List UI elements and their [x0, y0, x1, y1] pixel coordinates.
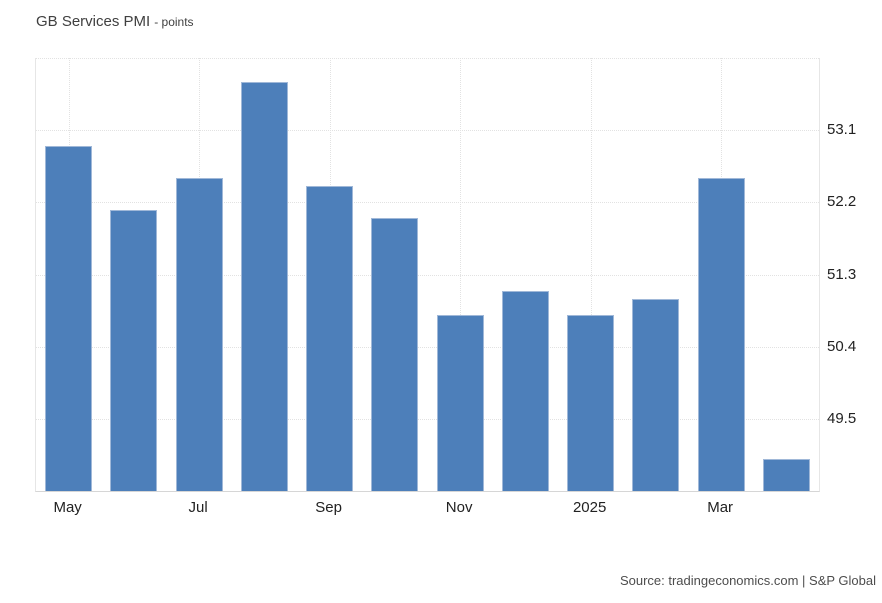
y-tick-label: 49.5 — [827, 409, 857, 427]
bar-Dec[interactable] — [501, 290, 549, 491]
y-tick-label: 50.4 — [827, 337, 857, 355]
bar-Apr[interactable] — [762, 458, 810, 491]
y-tick-label: 52.2 — [827, 193, 857, 211]
plot-area — [35, 58, 820, 492]
y-tick-label: 51.3 — [827, 265, 857, 283]
bar-Jul[interactable] — [175, 178, 223, 491]
bar-Oct[interactable] — [371, 218, 419, 491]
bar-Sep[interactable] — [306, 186, 354, 491]
x-tick-label: Sep — [315, 499, 342, 516]
gridline-horizontal — [36, 130, 819, 132]
gridline-vertical — [460, 58, 462, 491]
x-tick-label: 2025 — [572, 499, 607, 516]
gridline-horizontal — [36, 202, 819, 204]
source-credit: Source: tradingeconomics.com | S&P Globa… — [619, 573, 876, 588]
gridline-horizontal — [36, 274, 819, 276]
x-tick-label: Nov — [445, 499, 473, 516]
chart-title-text: GB Services PMI — [36, 13, 151, 30]
x-tick-label: May — [53, 499, 82, 516]
bar-Aug[interactable] — [240, 82, 288, 491]
bar-Mar[interactable] — [697, 178, 745, 491]
chart-title: GB Services PMI - points — [36, 12, 194, 32]
bar-May[interactable] — [45, 146, 93, 491]
gridline-horizontal — [36, 418, 819, 420]
gridline-vertical — [590, 58, 592, 491]
bar-Jan[interactable] — [567, 314, 615, 491]
y-tick-label: 53.1 — [827, 121, 857, 139]
x-tick-label: Jul — [188, 499, 208, 516]
bar-Feb[interactable] — [632, 298, 680, 491]
bar-Jun[interactable] — [110, 210, 158, 491]
gridline-horizontal — [36, 58, 819, 59]
chart-subtitle: - points — [154, 15, 194, 29]
bar-Nov[interactable] — [436, 314, 484, 491]
x-tick-label: Mar — [707, 499, 734, 516]
gridline-horizontal — [36, 346, 819, 348]
